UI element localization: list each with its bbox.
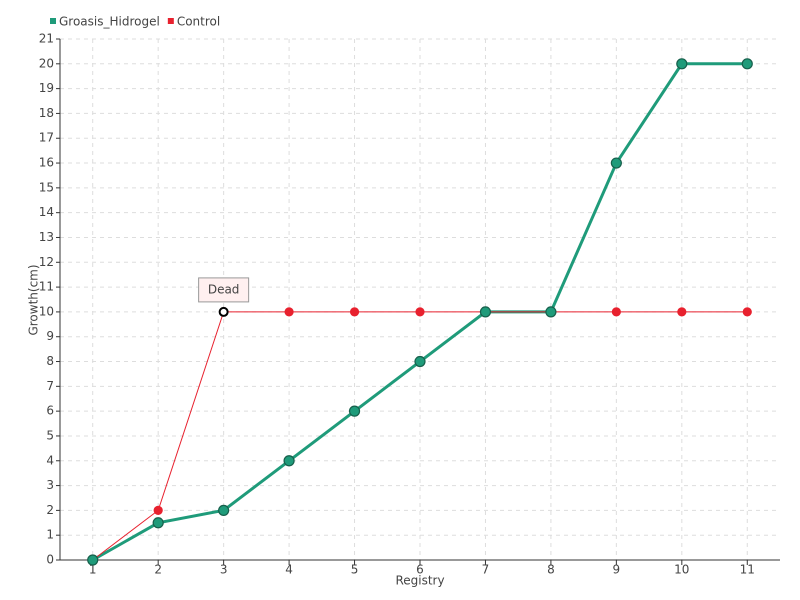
y-tick-label: 9 bbox=[46, 329, 54, 343]
data-point bbox=[676, 58, 688, 70]
y-tick-label: 6 bbox=[46, 404, 54, 418]
data-point bbox=[545, 306, 557, 318]
x-tick-label: 9 bbox=[613, 563, 621, 577]
legend-swatch bbox=[50, 18, 56, 24]
data-point bbox=[611, 307, 621, 317]
y-axis-label: Growth(cm) bbox=[27, 264, 41, 335]
x-tick-label: 5 bbox=[351, 563, 359, 577]
x-tick-label: 8 bbox=[547, 563, 555, 577]
y-tick-label: 7 bbox=[46, 379, 54, 393]
y-tick-label: 17 bbox=[39, 131, 54, 145]
data-point bbox=[284, 307, 294, 317]
data-point bbox=[414, 355, 426, 368]
x-axis-label: Registry bbox=[395, 574, 444, 588]
data-point bbox=[87, 554, 99, 566]
y-tick-label: 10 bbox=[39, 304, 54, 318]
data-point bbox=[218, 306, 229, 317]
y-tick-label: 2 bbox=[46, 503, 54, 517]
x-tick-label: 2 bbox=[154, 563, 162, 577]
data-point bbox=[283, 455, 295, 467]
y-tick-label: 21 bbox=[39, 32, 54, 46]
legend-label: Groasis_Hidrogel bbox=[59, 15, 160, 29]
y-tick-label: 18 bbox=[39, 106, 54, 120]
x-tick-label: 4 bbox=[285, 563, 293, 577]
data-point bbox=[742, 307, 752, 317]
annotation-label: Dead bbox=[208, 282, 240, 296]
y-tick-label: 0 bbox=[46, 553, 54, 567]
x-tick-label: 6 bbox=[416, 563, 424, 577]
y-tick-label: 13 bbox=[39, 230, 54, 244]
data-point bbox=[348, 405, 361, 417]
data-point bbox=[741, 58, 753, 70]
y-tick-label: 14 bbox=[39, 205, 54, 219]
y-tick-label: 1 bbox=[46, 528, 54, 542]
y-tick-label: 15 bbox=[39, 180, 54, 194]
y-tick-label: 5 bbox=[46, 428, 54, 442]
data-point bbox=[677, 307, 687, 317]
y-tick-label: 20 bbox=[39, 56, 54, 70]
x-tick-label: 7 bbox=[482, 563, 490, 577]
y-tick-label: 11 bbox=[39, 280, 54, 294]
y-tick-label: 3 bbox=[46, 478, 54, 492]
legend-swatch bbox=[167, 18, 174, 24]
y-tick-label: 19 bbox=[39, 81, 54, 95]
y-tick-label: 12 bbox=[39, 255, 54, 269]
y-tick-label: 4 bbox=[46, 453, 54, 467]
legend-label: Control bbox=[177, 15, 220, 29]
y-tick-label: 8 bbox=[46, 354, 54, 368]
data-point bbox=[152, 517, 164, 529]
data-point bbox=[610, 157, 622, 169]
x-tick-label: 10 bbox=[674, 563, 689, 577]
data-point bbox=[415, 307, 425, 317]
data-point bbox=[153, 505, 163, 515]
y-tick-label: 16 bbox=[39, 156, 54, 170]
x-tick-label: 1 bbox=[89, 563, 97, 577]
x-tick-label: 3 bbox=[220, 563, 228, 577]
data-point bbox=[218, 504, 230, 516]
x-tick-label: 11 bbox=[740, 563, 755, 577]
data-point bbox=[479, 306, 492, 318]
data-point bbox=[349, 307, 360, 317]
annotation-box bbox=[198, 277, 250, 303]
